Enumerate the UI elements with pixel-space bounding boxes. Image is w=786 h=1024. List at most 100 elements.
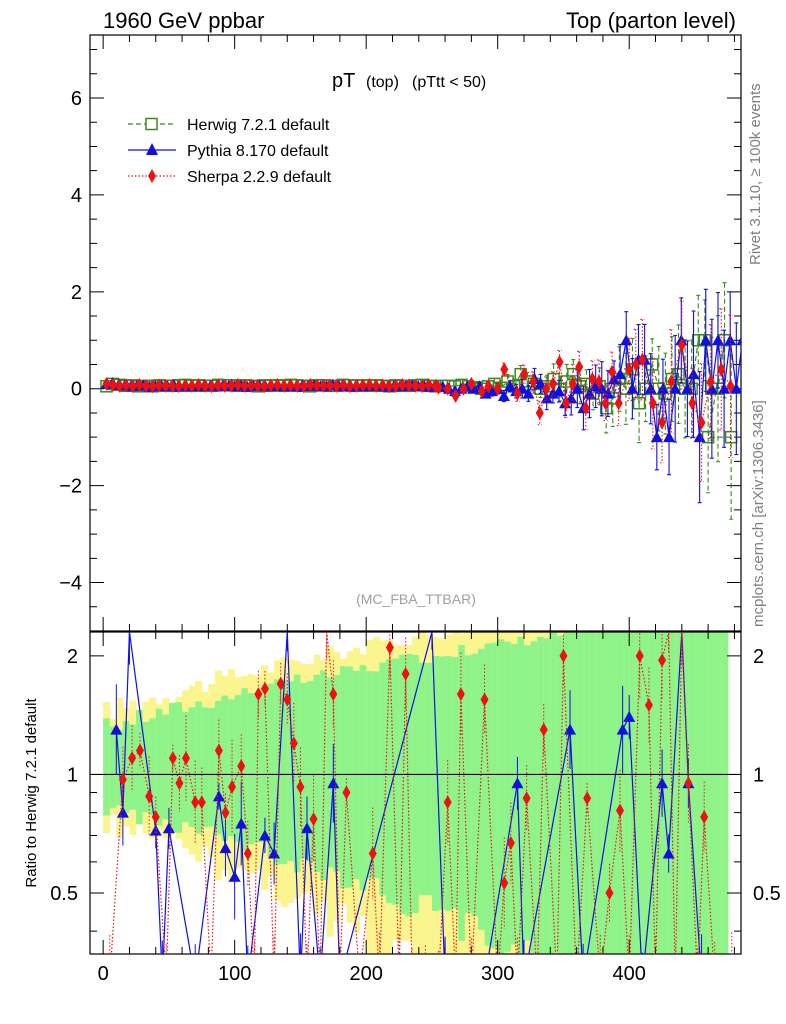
ratio-band-green — [464, 655, 472, 913]
pythia-marker — [601, 387, 614, 399]
ratio-band-green — [701, 632, 709, 954]
pythia-marker — [693, 431, 706, 443]
ratio-band-green — [109, 726, 117, 808]
header-right: Top (parton level) — [566, 8, 736, 33]
pythia-marker — [110, 723, 123, 735]
ratio-band-green — [471, 653, 479, 917]
ratio-series — [109, 632, 733, 954]
pythia-marker — [497, 389, 510, 401]
ratio-band-green — [136, 709, 144, 825]
y-tick-label: 6 — [71, 88, 82, 110]
sherpa-marker — [221, 805, 230, 820]
sherpa-marker — [583, 791, 592, 806]
pythia-marker — [644, 382, 657, 394]
ratio-band-green — [451, 656, 459, 909]
sherpa-marker — [352, 378, 361, 393]
sherpa-marker — [214, 378, 223, 393]
sherpa-marker — [148, 379, 157, 394]
ratio-band-green — [635, 632, 643, 954]
pythia-marker — [620, 334, 633, 346]
sherpa-marker — [214, 743, 223, 758]
sherpa-marker — [559, 648, 568, 663]
y-tick-label: 2 — [71, 282, 82, 304]
pythia-marker — [736, 336, 741, 346]
sherpa-marker — [520, 367, 528, 382]
ratio-band-green — [359, 665, 367, 891]
sherpa-marker — [345, 379, 354, 394]
ratio-band-green — [260, 695, 269, 842]
sherpa-marker — [368, 846, 377, 861]
ratio-band-green — [201, 707, 209, 828]
sherpa-marker — [614, 396, 623, 411]
pythia-marker — [656, 382, 669, 394]
ratio-band-green — [688, 632, 696, 954]
pythia-marker — [669, 382, 682, 394]
sherpa-marker — [631, 357, 640, 372]
sherpa-marker — [605, 885, 614, 900]
x-tick-label: 300 — [481, 963, 514, 985]
sherpa-marker — [506, 835, 515, 850]
ratio-frame — [89, 631, 742, 955]
ratio-band-green — [339, 666, 347, 889]
ratio-band-green — [570, 632, 578, 954]
sherpa-marker — [625, 362, 634, 377]
ratio-y-tick-label: 0.5 — [50, 883, 78, 905]
sherpa-marker — [539, 722, 548, 737]
sherpa-marker — [286, 378, 295, 393]
sherpa-marker — [194, 377, 203, 392]
sherpa-marker — [635, 648, 644, 663]
pythia-marker — [616, 723, 629, 735]
sherpa-marker — [493, 381, 502, 396]
ratio-band-green — [168, 703, 176, 832]
ratio-band-green — [543, 638, 551, 954]
legend-label-pythia: Pythia 8.170 default — [187, 143, 329, 160]
axis-ticks — [90, 35, 741, 954]
ratio-band-green — [392, 658, 400, 905]
ratio-band-green — [379, 662, 387, 896]
sherpa-marker — [513, 386, 522, 401]
pythia-marker — [162, 822, 175, 834]
sherpa-marker — [555, 355, 564, 370]
ratio-band-green — [425, 662, 433, 896]
ratio-band-green — [188, 707, 196, 827]
sherpa-marker — [237, 759, 246, 774]
ratio-band-green — [287, 681, 295, 861]
pythia-marker — [235, 817, 248, 829]
ratio-band-green — [662, 632, 670, 954]
sherpa-marker — [187, 378, 196, 393]
sherpa-marker — [616, 803, 625, 818]
sherpa-marker — [459, 381, 468, 396]
ratio-band-green — [616, 632, 624, 954]
sherpa-marker — [581, 401, 590, 416]
x-tick-label: 100 — [218, 963, 251, 985]
sherpa-marker — [456, 687, 465, 702]
ratio-band-green — [537, 636, 545, 954]
main-series — [100, 282, 741, 520]
sherpa-marker — [296, 779, 305, 794]
sherpa-marker — [372, 378, 381, 393]
sherpa-marker — [306, 377, 315, 392]
x-tick-label: 0 — [98, 963, 109, 985]
ratio-band-green — [668, 632, 676, 954]
main-frame — [89, 34, 742, 632]
ratio-band-green — [648, 632, 657, 954]
title-sub2: (pTtt < 50) — [412, 74, 486, 91]
ratio-band-green — [517, 636, 525, 954]
sherpa-marker — [398, 377, 407, 392]
ratio-band-green — [589, 632, 597, 954]
ratio-band-green — [313, 674, 321, 873]
sherpa-legend-icon — [148, 169, 156, 183]
sherpa-marker — [228, 779, 237, 794]
ratio-band-green — [241, 688, 249, 851]
ratio-band-green — [596, 632, 604, 954]
title-main: pT — [332, 70, 355, 92]
ratio-band-green — [195, 701, 203, 834]
sherpa-marker — [168, 378, 177, 393]
sherpa-marker — [135, 743, 144, 758]
ratio-band-green — [228, 699, 236, 837]
sherpa-marker — [568, 376, 577, 391]
sherpa-marker — [141, 378, 150, 393]
ratio-band-green — [182, 711, 190, 823]
sherpa-marker — [608, 364, 617, 379]
